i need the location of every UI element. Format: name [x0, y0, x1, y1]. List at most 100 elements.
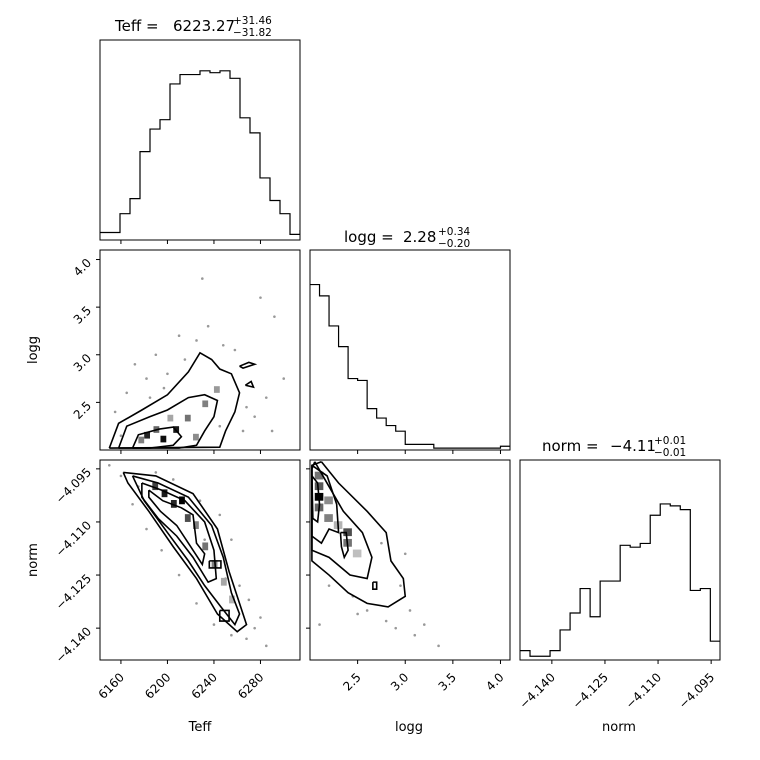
- scatter-point-logg_norm-6: [408, 609, 412, 612]
- scatter-point-teff_norm-5: [198, 499, 202, 503]
- scatter-point-teff_logg-1: [125, 391, 129, 395]
- y-tick-label-logg-0: 2.5: [71, 399, 94, 422]
- joint-logg_norm-frame: [309, 459, 511, 661]
- histogram-teff-frame: [99, 39, 301, 241]
- scatter-point-teff_norm-20: [259, 616, 262, 619]
- x-axis-label-norm: norm: [602, 720, 636, 735]
- title-logg-prefix: logg =: [344, 228, 394, 246]
- title-norm-minus: −0.01: [654, 447, 686, 459]
- joint-teff_logg-frame: [99, 249, 301, 451]
- density-cell-teff_logg-0: [144, 431, 150, 439]
- scatter-point-logg_norm-7: [327, 584, 331, 587]
- density-cell-teff_logg-5: [202, 400, 209, 408]
- title-teff-plus: +31.46: [233, 15, 272, 27]
- joint-teff_norm: [108, 464, 268, 648]
- density-cell-logg_norm-6: [343, 528, 352, 537]
- x-tick-label-Teff-0: 6160: [96, 670, 127, 701]
- scatter-point-teff_norm-0: [108, 464, 111, 467]
- scatter-point-logg_norm-14: [318, 623, 321, 626]
- density-cell-logg_norm-9: [352, 549, 362, 558]
- contour-teff_logg-1: [117, 393, 219, 449]
- scatter-point-logg_norm-5: [399, 584, 402, 587]
- density-cell-teff_norm-4: [184, 514, 191, 522]
- density-cell-teff_logg-7: [193, 433, 199, 441]
- density-cell-teff_norm-3: [179, 496, 185, 505]
- scatter-point-teff_norm-7: [230, 538, 233, 541]
- scatter-point-logg_norm-2: [394, 626, 398, 630]
- density-cell-teff_logg-1: [160, 435, 167, 443]
- histogram-teff: [100, 70, 300, 235]
- y-tick-label-logg-2: 3.5: [71, 303, 94, 326]
- panels-group: −4.140 −4.125 −4.110 −4.095 2.5 3.0 3.5 4.0 6160…: [53, 39, 721, 712]
- x-tick-label-logg-3: 4.0: [483, 670, 506, 693]
- y-axis-label-logg: logg: [26, 336, 41, 364]
- title-logg-plus: +0.34: [438, 226, 470, 238]
- scatter-point-logg_norm-10: [403, 552, 407, 556]
- x-tick-label-logg-0: 2.5: [340, 670, 363, 693]
- scatter-point-teff_norm-9: [247, 598, 251, 602]
- contour-logg_norm-1: [339, 531, 349, 560]
- histogram-norm: [520, 503, 720, 657]
- contour-teff_norm-4: [208, 560, 222, 569]
- histogram-logg-frame: [309, 249, 511, 451]
- scatter-point-teff_logg-11: [233, 348, 237, 352]
- scatter-point-teff_logg-21: [218, 424, 222, 428]
- y-tick-label-logg-3: 4.0: [71, 256, 94, 279]
- scatter-point-teff_logg-18: [119, 434, 123, 438]
- density-cell-teff_norm-0: [152, 482, 159, 491]
- density-cell-teff_logg-8: [167, 414, 174, 422]
- contour-logg_norm-4: [311, 461, 407, 608]
- scatter-point-teff_logg-16: [259, 296, 262, 299]
- scatter-point-logg_norm-3: [413, 633, 417, 637]
- scatter-point-teff_norm-19: [264, 644, 268, 648]
- scatter-point-teff_logg-13: [253, 415, 256, 418]
- contour-teff_logg-4: [244, 380, 255, 389]
- scatter-point-logg_norm-1: [384, 619, 388, 623]
- y-tick-label-norm-1: −4.125: [53, 571, 94, 612]
- scatter-point-teff_norm-15: [177, 573, 181, 577]
- contour-teff_norm-1: [141, 482, 218, 584]
- scatter-point-teff_norm-3: [154, 471, 158, 474]
- scatter-point-teff_norm-1: [119, 474, 123, 478]
- scatter-point-teff_logg-20: [282, 377, 286, 380]
- density-cell-teff_norm-1: [161, 489, 168, 498]
- scatter-point-teff_logg-2: [133, 362, 137, 366]
- scatter-point-logg_norm-9: [422, 623, 426, 626]
- density-cell-teff_logg-6: [213, 386, 220, 393]
- contour-teff_logg-2: [108, 351, 241, 449]
- scatter-point-teff_norm-11: [245, 637, 248, 641]
- x-tick-label-norm-2: −4.110: [623, 670, 664, 711]
- title-teff-value: 6223.27: [173, 17, 235, 35]
- x-tick-label-norm-1: −4.125: [570, 670, 611, 711]
- joint-teff_norm-frame: [99, 459, 301, 661]
- scatter-point-teff_logg-9: [206, 324, 210, 328]
- scatter-point-teff_norm-14: [195, 602, 198, 605]
- title-norm: norm = −4.11 +0.01 −0.01: [542, 435, 686, 459]
- scatter-point-teff_logg-14: [264, 396, 268, 399]
- x-tick-label-logg-2: 3.5: [436, 670, 459, 693]
- x-tick-label-norm-0: −4.140: [517, 670, 558, 711]
- scatter-point-teff_logg-4: [154, 353, 158, 357]
- scatter-point-logg_norm-11: [380, 541, 383, 545]
- y-tick-label-norm-0: −4.140: [53, 624, 94, 665]
- density-cell-teff_logg-9: [138, 436, 145, 444]
- scatter-point-teff_logg-22: [241, 429, 245, 433]
- scatter-point-teff_norm-4: [171, 478, 175, 481]
- x-axis-label-logg: logg: [395, 720, 423, 735]
- contour-teff_norm-0: [148, 489, 206, 567]
- scatter-point-teff_logg-19: [270, 429, 274, 433]
- scatter-point-teff_logg-17: [201, 277, 204, 280]
- scatter-point-teff_norm-18: [131, 502, 134, 506]
- scatter-point-teff_norm-6: [218, 513, 222, 517]
- scatter-point-teff_norm-16: [160, 548, 163, 552]
- density-cell-teff_norm-2: [170, 500, 177, 508]
- density-cell-teff_norm-6: [202, 542, 209, 551]
- x-tick-label-logg-1: 3.0: [388, 670, 411, 693]
- histogram-norm-frame: [519, 459, 721, 661]
- scatter-point-logg_norm-12: [437, 644, 440, 648]
- scatter-point-teff_logg-5: [162, 386, 166, 390]
- contour-logg_norm-2: [311, 464, 340, 545]
- title-logg-value: 2.28: [403, 228, 436, 246]
- scatter-point-teff_norm-17: [145, 527, 148, 531]
